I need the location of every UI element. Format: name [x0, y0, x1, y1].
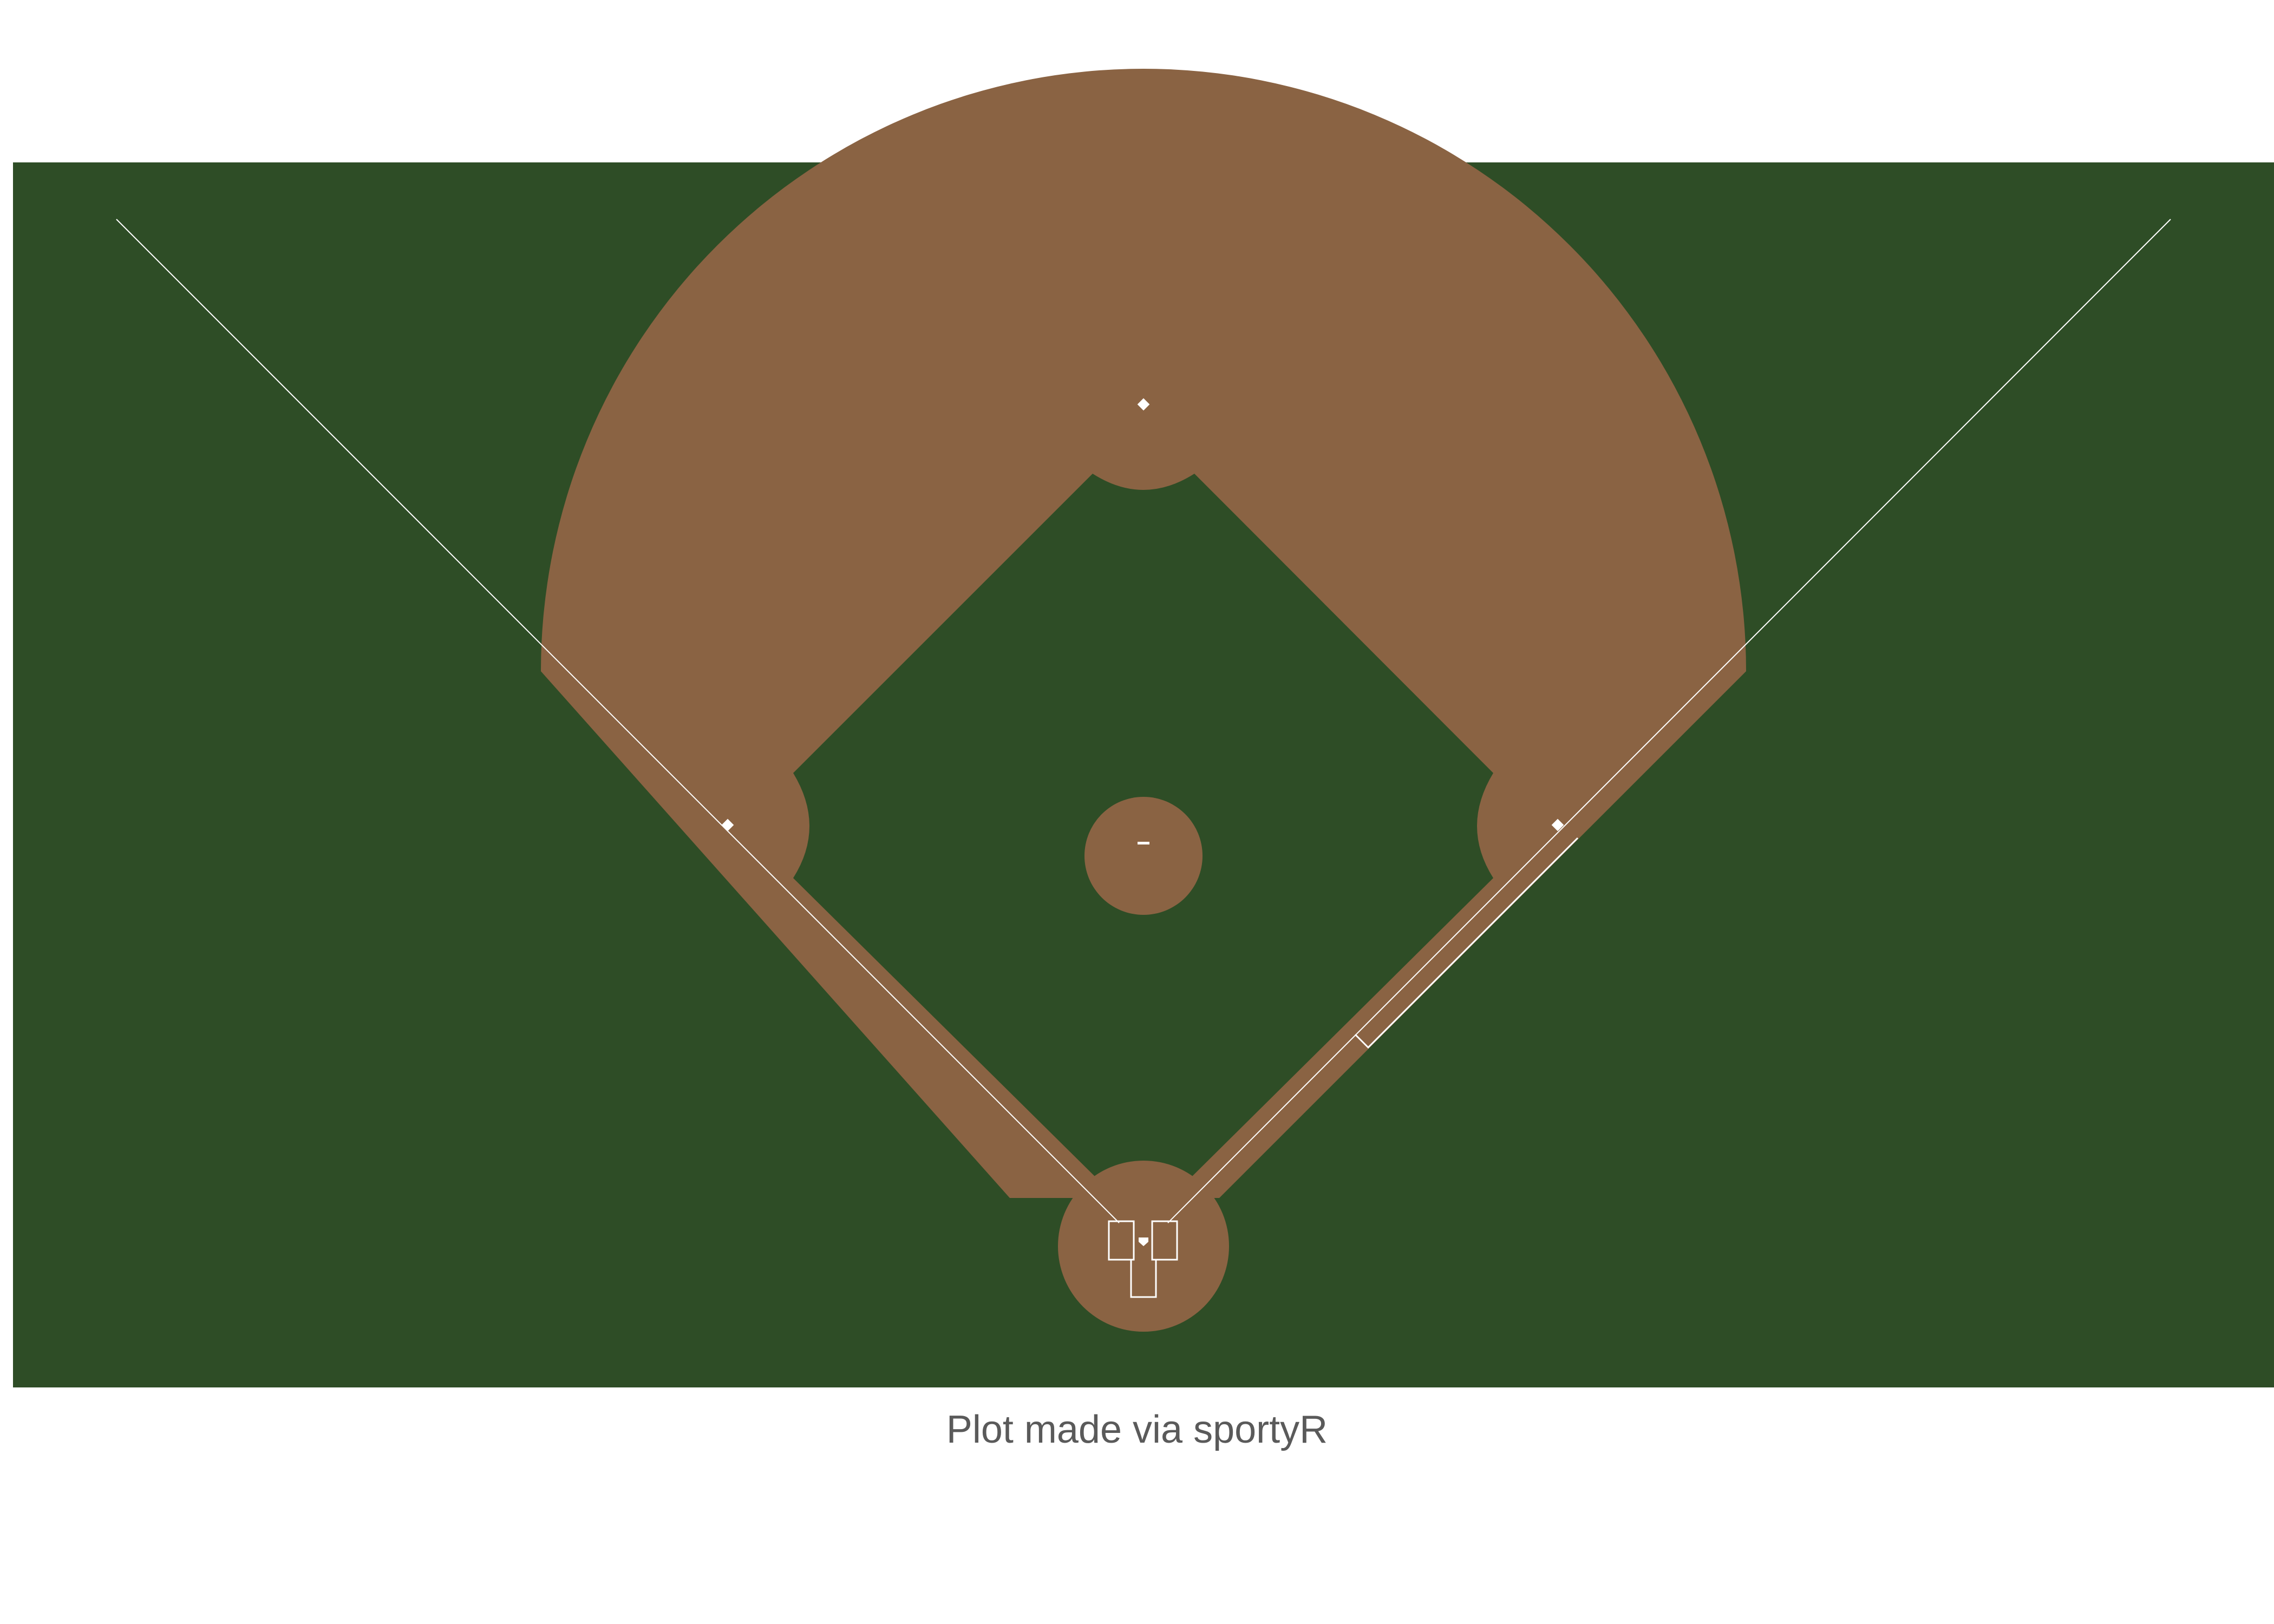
home-plate [1139, 1237, 1148, 1246]
second-base [1137, 398, 1150, 411]
foul-line-left [116, 219, 1120, 1223]
pitchers-mound [1084, 797, 1203, 915]
foul-line-right [1167, 219, 2171, 1223]
catchers-box [1130, 1260, 1157, 1298]
plot-caption: Plot made via sportyR [946, 1408, 1328, 1451]
pitchers-plate [1138, 842, 1149, 844]
running-lane [1354, 837, 1579, 1049]
third-base [721, 818, 734, 831]
batters-box-right [1151, 1220, 1178, 1261]
first-base [1551, 818, 1564, 831]
batters-box-left [1108, 1220, 1135, 1261]
